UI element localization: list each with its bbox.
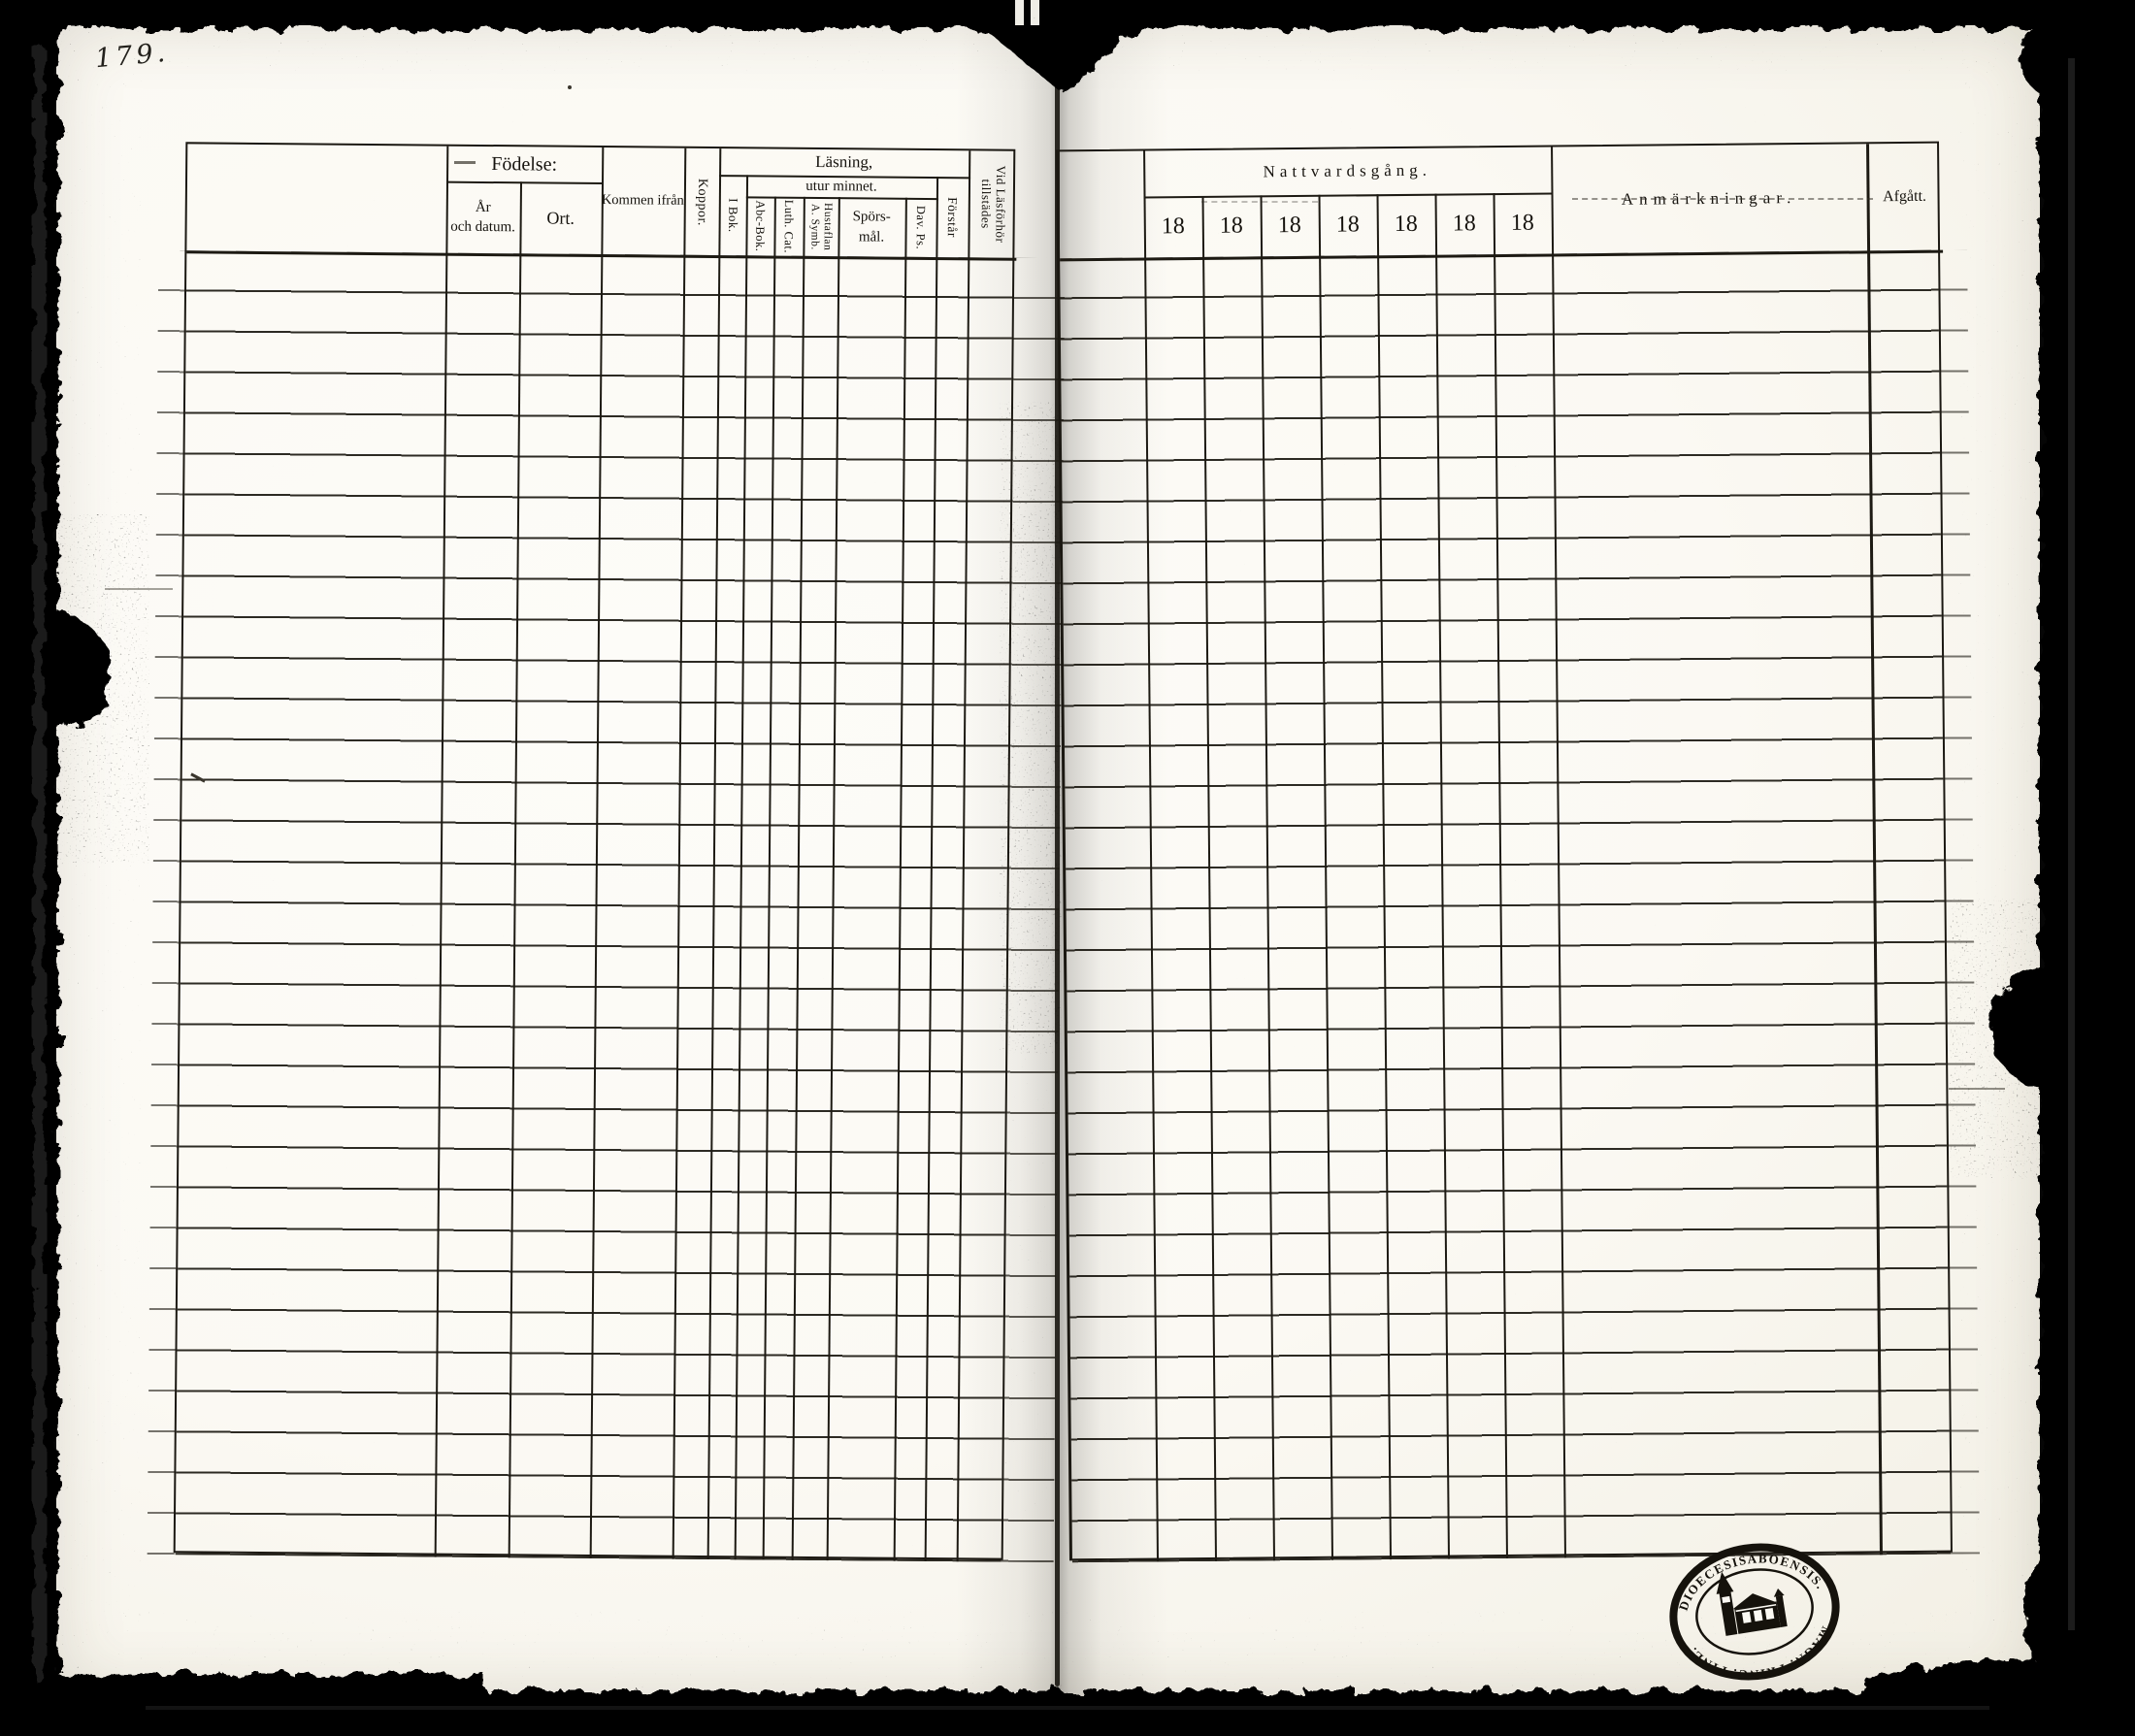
column-ort: Ort. xyxy=(546,208,575,228)
folio-number: 179. xyxy=(93,37,171,75)
stray-ink-mark xyxy=(105,588,173,590)
column-group-fodelse: Födelse: xyxy=(491,152,558,176)
scan-artifact-dashes xyxy=(1201,201,1318,203)
year-column-1: 18 xyxy=(1161,213,1185,240)
column-i-bok: I Bok. xyxy=(718,175,746,255)
column-koppor-label: Koppor. xyxy=(694,178,710,226)
stray-ink-mark xyxy=(454,161,476,164)
column-forstar: Förstår xyxy=(936,177,969,257)
column-afgatt: Afgått. xyxy=(1883,187,1927,206)
column-forstar-label: Förstår xyxy=(944,196,961,238)
column-dav-ps: Dav. Ps. xyxy=(904,198,936,257)
column-luth-cat: Luth. Cat. xyxy=(773,197,804,256)
year-column-3: 18 xyxy=(1277,213,1301,239)
column-hustaflan-label: Hustaflan A. Symb. xyxy=(808,202,835,251)
spine-marker-bars xyxy=(1015,0,1039,25)
column-abc-bok-label: Abc-Bok. xyxy=(753,200,768,252)
diocese-seal-stamp: DIOECESISABOENSIS. MAGN: PRINC: FINL. xyxy=(1669,1540,1840,1692)
column-group-nattvardsgang: Nattvardsgång. xyxy=(1263,160,1432,181)
column-group-utur-minnet: utur minnet. xyxy=(805,178,877,195)
year-column-7: 18 xyxy=(1510,210,1534,237)
year-column-4: 18 xyxy=(1335,212,1360,238)
column-dav-ps-label: Dav. Ps. xyxy=(913,205,929,250)
left-page-table: Födelse: År och datum. Ort. Kommen ifrån… xyxy=(147,142,1066,1563)
year-column-2: 18 xyxy=(1219,213,1243,240)
column-luth-cat-label: Luth. Cat. xyxy=(781,199,797,253)
column-abc-bok: Abc-Bok. xyxy=(745,196,774,255)
church-icon xyxy=(1716,1571,1788,1636)
right-page-table: Nattvardsgång. 18 18 18 18 18 18 18 Anmä… xyxy=(1056,141,1980,1563)
column-ar-och-datum: År och datum. xyxy=(450,199,516,236)
left-table-empty-rows xyxy=(175,250,1013,1562)
year-column-5: 18 xyxy=(1394,212,1418,238)
stray-ink-dot xyxy=(568,85,572,89)
scan-artifact-dashes xyxy=(1572,198,1873,200)
column-hustaflan: Hustaflan A. Symb. xyxy=(803,197,838,256)
column-i-bok-label: I Bok. xyxy=(726,197,741,233)
column-koppor: Koppor. xyxy=(683,148,719,255)
column-vid-lasforhor: Vid Läsförhör tillstädes xyxy=(968,150,1017,257)
column-kommen-ifran: Kommen ifrån xyxy=(601,192,684,209)
column-group-lasning: Läsning, xyxy=(815,151,873,172)
column-sporsmal: Spörs- mål. xyxy=(852,209,891,246)
stray-ink-mark xyxy=(1949,1088,2005,1090)
year-column-6: 18 xyxy=(1452,211,1476,237)
column-vid-lasforhor-label: Vid Läsförhör tillstädes xyxy=(978,165,1009,244)
